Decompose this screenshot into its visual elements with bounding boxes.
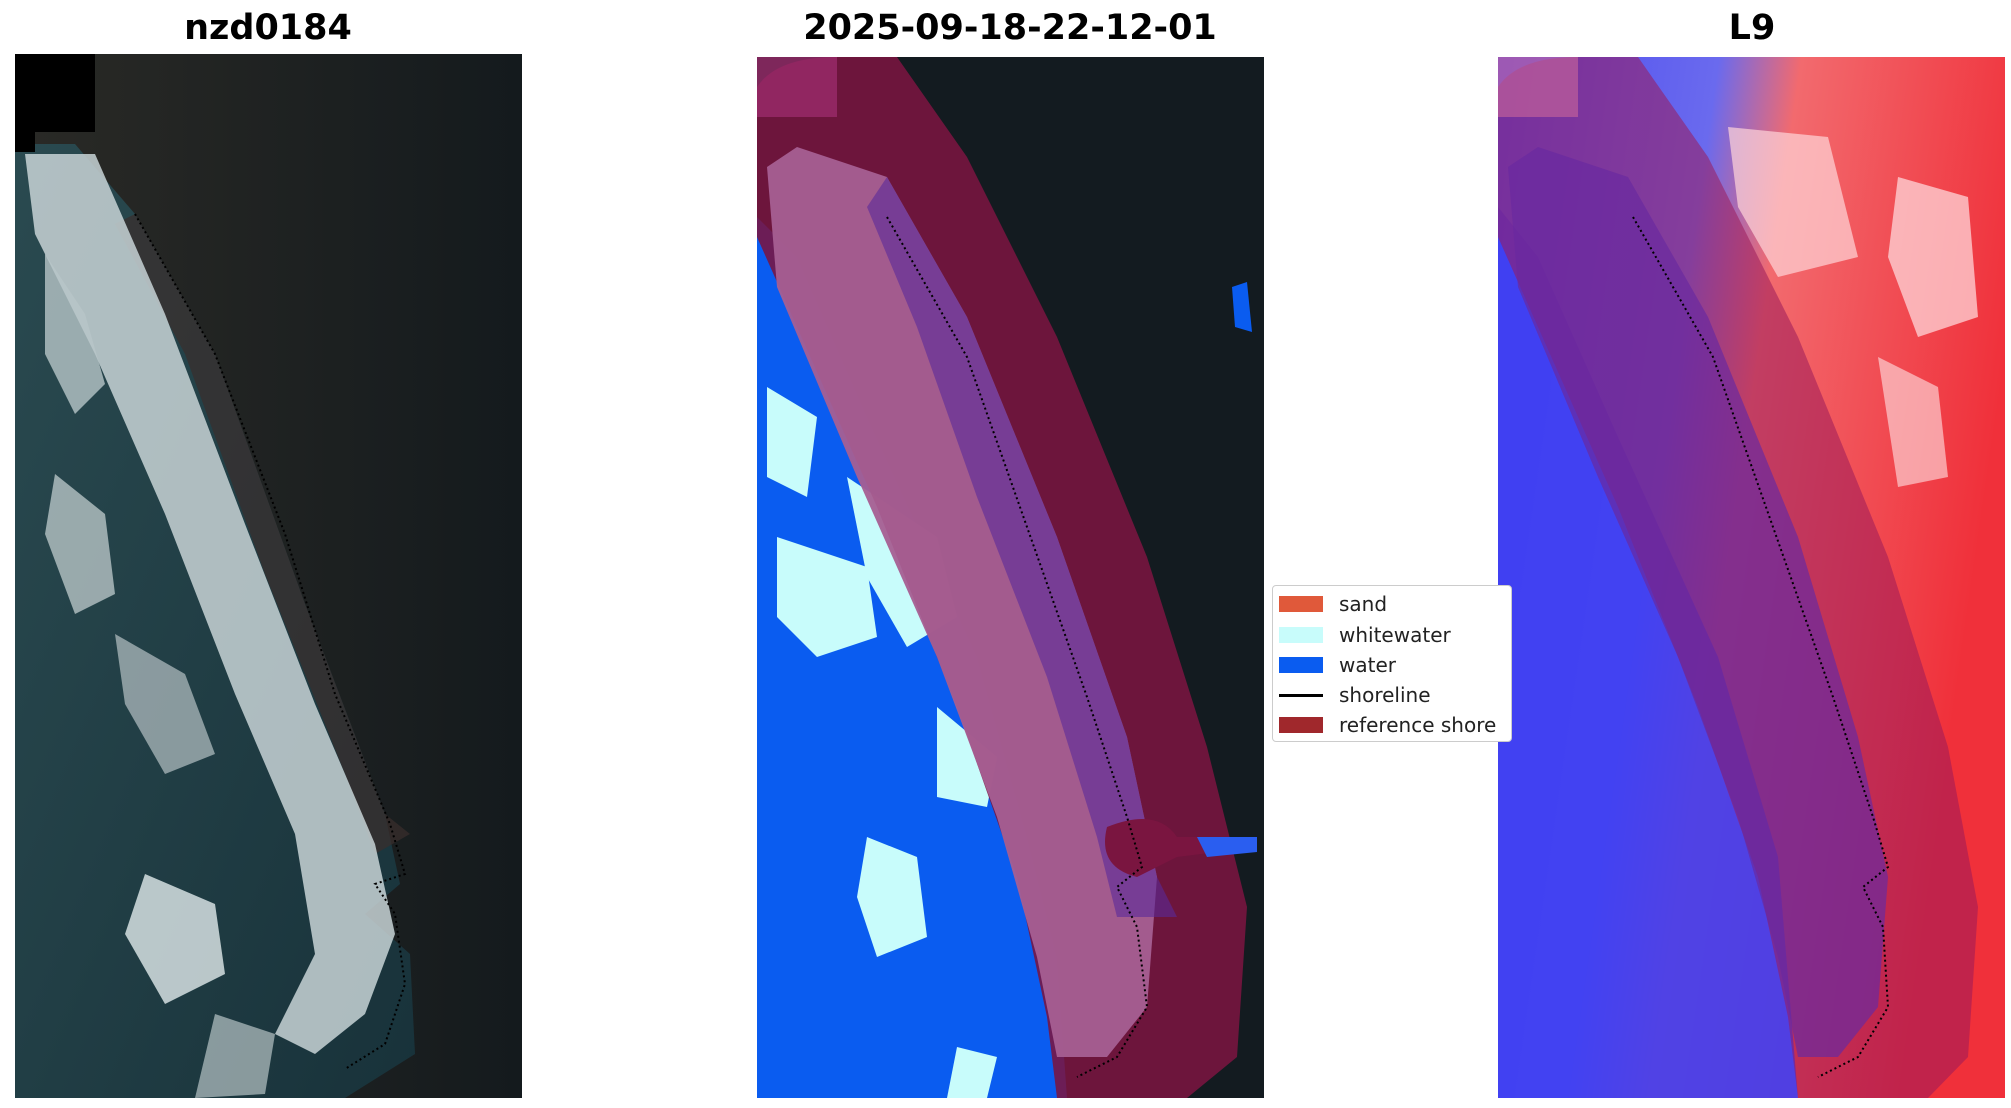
legend-label-water: water	[1339, 653, 1396, 677]
legend-label-sand: sand	[1339, 592, 1388, 616]
legend-item-shoreline: shoreline	[1279, 680, 1431, 710]
legend-label-reference-shore: reference shore	[1339, 713, 1497, 737]
panel-title-index: L9	[1728, 8, 1776, 48]
classified-image-panel	[757, 57, 1264, 1098]
rgb-image-panel	[15, 54, 522, 1098]
legend-swatch-reference-shore	[1279, 717, 1323, 733]
rgb-satellite-image	[15, 54, 522, 1098]
index-satellite-image	[1498, 57, 2005, 1098]
legend-line-shoreline	[1279, 693, 1323, 697]
legend-label-shoreline: shoreline	[1339, 683, 1431, 707]
index-image-panel	[1498, 57, 2005, 1098]
legend-item-whitewater: whitewater	[1279, 620, 1451, 650]
panel-title-classified: 2025-09-18-22-12-01	[803, 8, 1217, 48]
legend: sand whitewater water shoreline referenc…	[1272, 585, 1512, 742]
legend-label-whitewater: whitewater	[1339, 623, 1451, 647]
legend-item-sand: sand	[1279, 589, 1387, 619]
classified-satellite-image	[757, 57, 1264, 1098]
panel-title-rgb: nzd0184	[184, 8, 352, 48]
legend-swatch-whitewater	[1279, 627, 1323, 643]
legend-item-water: water	[1279, 650, 1396, 680]
legend-swatch-water	[1279, 657, 1323, 673]
legend-item-reference-shore: reference shore	[1279, 710, 1496, 740]
legend-swatch-sand	[1279, 596, 1323, 612]
